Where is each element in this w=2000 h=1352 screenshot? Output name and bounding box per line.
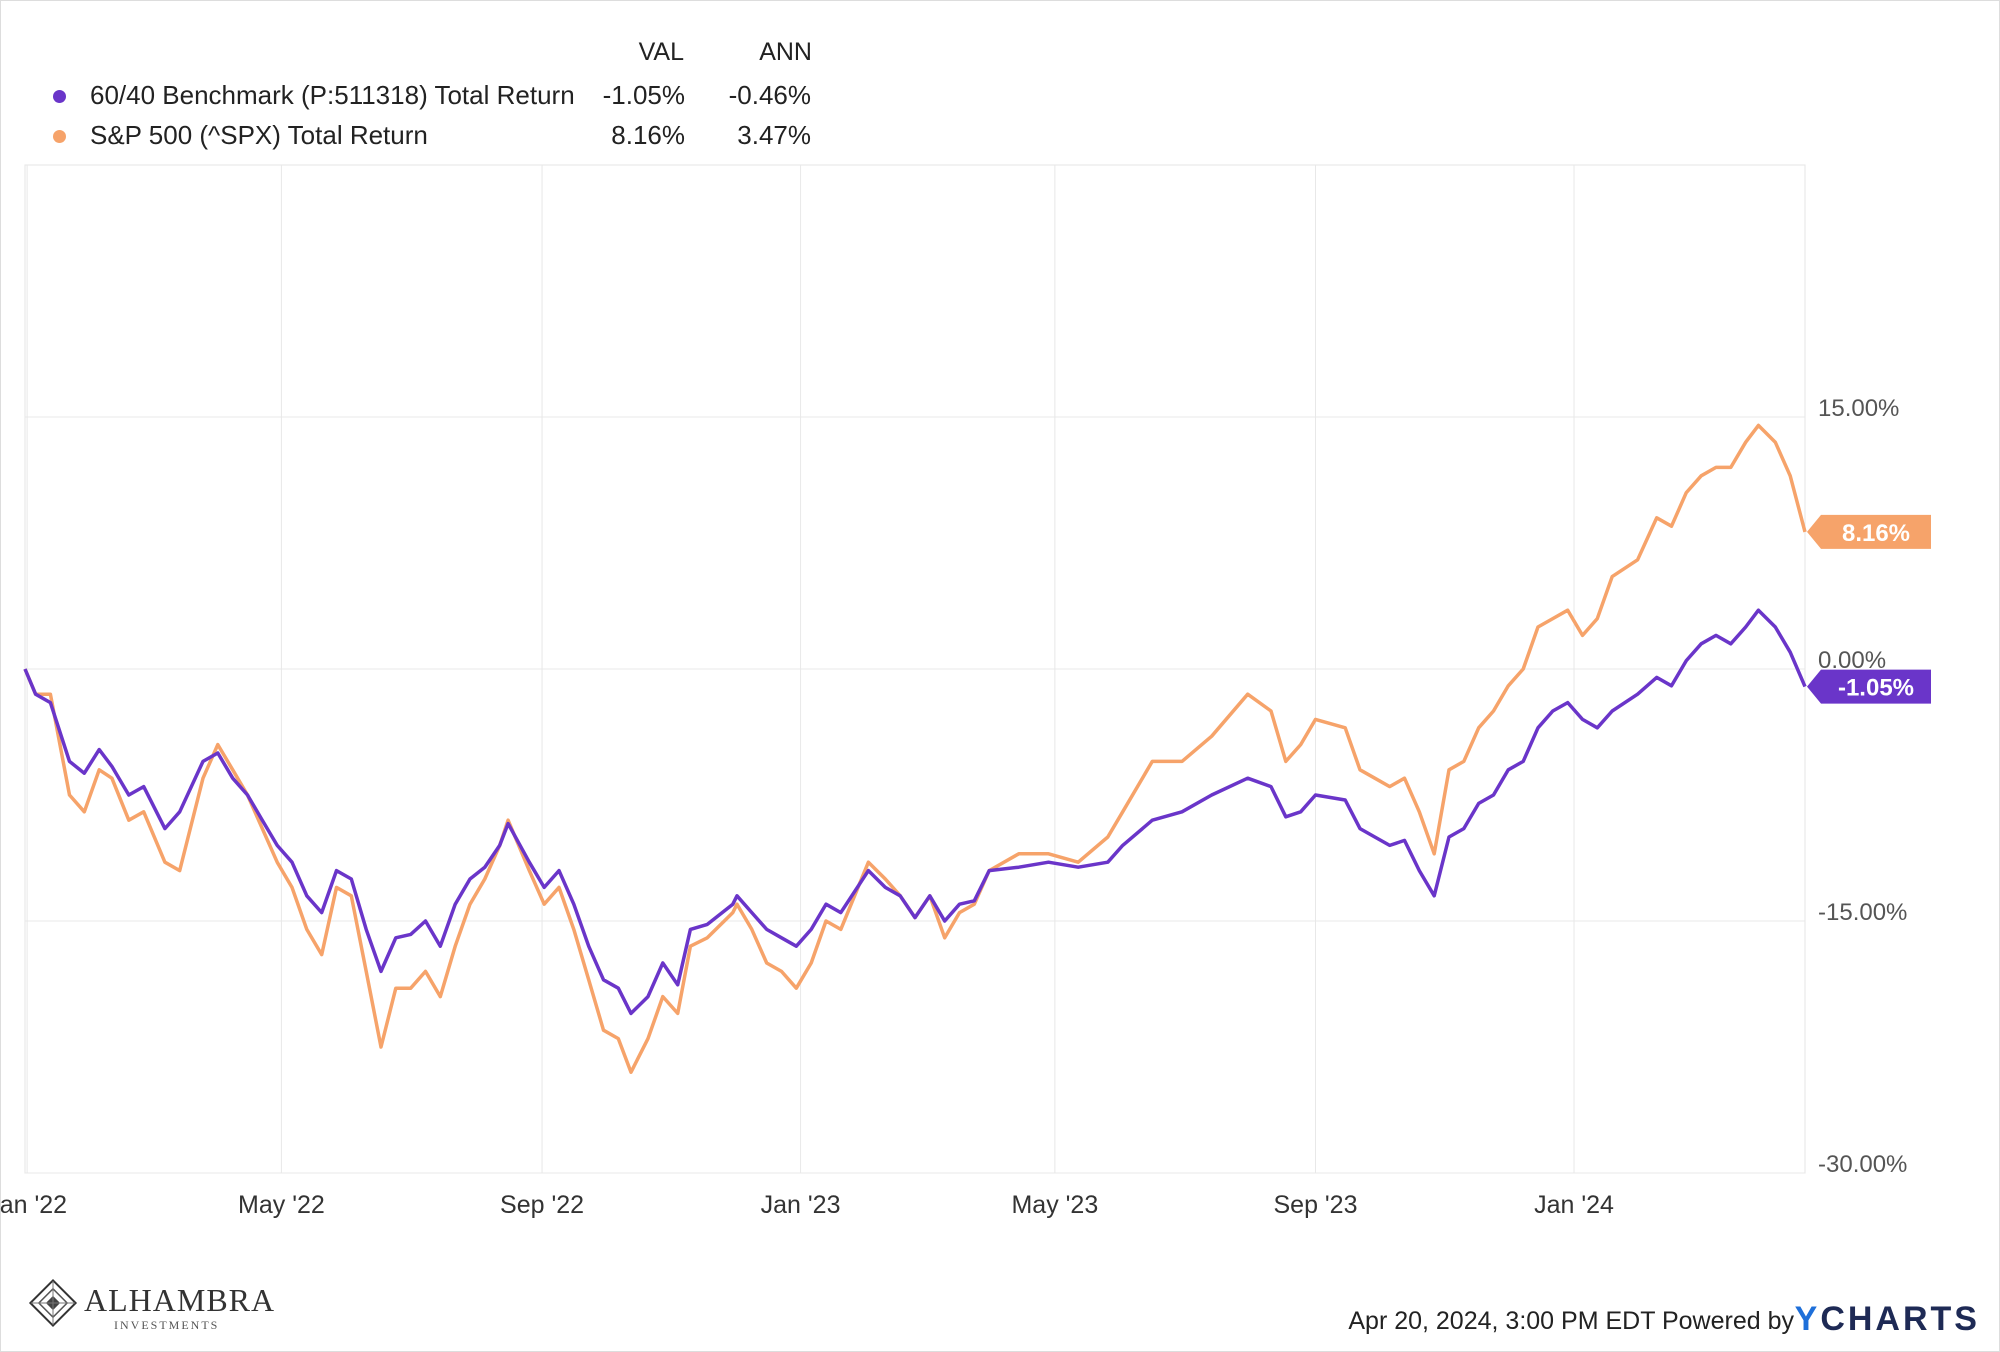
x-tick-label: Jan '23 <box>761 1191 841 1219</box>
end-label-tag-spx <box>1807 514 1931 549</box>
legend-series-name: 60/40 Benchmark (P:511318) Total Return <box>90 80 575 110</box>
legend-series-val: 8.16% <box>611 120 685 150</box>
end-label-benchmark: -1.05% <box>1838 675 1914 702</box>
x-tick-label: Jan '24 <box>1534 1191 1614 1219</box>
alhambra-logo: ALHAMBRA INVESTMENTS <box>28 1272 288 1334</box>
ycharts-brand-link[interactable]: YCHARTS <box>1795 1300 1980 1339</box>
legend-header-ann: ANN <box>759 38 812 66</box>
legend-header-val: VAL <box>638 38 684 66</box>
y-tick-label: 15.00% <box>1818 395 1899 422</box>
x-tick-label: May '23 <box>1011 1191 1098 1219</box>
y-tick-label: -15.00% <box>1818 899 1907 926</box>
series-line-benchmark <box>23 608 1807 1016</box>
x-tick-label: May '22 <box>238 1191 325 1219</box>
legend-row-benchmark[interactable]: 60/40 Benchmark (P:511318) Total Return … <box>0 78 900 114</box>
x-tick-label: Jan '22 <box>0 1191 67 1219</box>
end-label-spx: 8.16% <box>1842 520 1910 547</box>
series-line-spx <box>23 423 1807 1074</box>
legend-row-spx[interactable]: S&P 500 (^SPX) Total Return 8.16% 3.47% <box>0 118 900 154</box>
series-color-dot <box>53 130 66 143</box>
legend-series-name: S&P 500 (^SPX) Total Return <box>90 120 428 150</box>
legend-series-ann: -0.46% <box>728 80 811 110</box>
end-label-tag-benchmark <box>1807 669 1931 704</box>
series-color-dot <box>53 90 66 103</box>
ycharts-y: Y <box>1794 1300 1821 1338</box>
x-tick-label: Sep '22 <box>500 1191 584 1219</box>
y-tick-label: 0.00% <box>1818 647 1886 674</box>
powered-by-text: Powered by <box>1661 1307 1794 1335</box>
ycharts-rest: CHARTS <box>1820 1300 1980 1338</box>
logo-subtitle: INVESTMENTS <box>114 1318 220 1332</box>
logo-name: ALHAMBRA <box>84 1282 276 1318</box>
legend-series-ann: 3.47% <box>737 120 811 150</box>
footer-timestamp: Apr 20, 2024, 3:00 PM EDT Powered by <box>1348 1307 1794 1336</box>
timestamp-text: Apr 20, 2024, 3:00 PM EDT <box>1348 1307 1656 1335</box>
legend: VAL ANN 60/40 Benchmark (P:511318) Total… <box>0 0 900 160</box>
diamond-logo-icon <box>28 1278 78 1328</box>
x-tick-label: Sep '23 <box>1273 1191 1357 1219</box>
legend-series-val: -1.05% <box>602 80 685 110</box>
y-tick-label: -30.00% <box>1818 1151 1907 1178</box>
